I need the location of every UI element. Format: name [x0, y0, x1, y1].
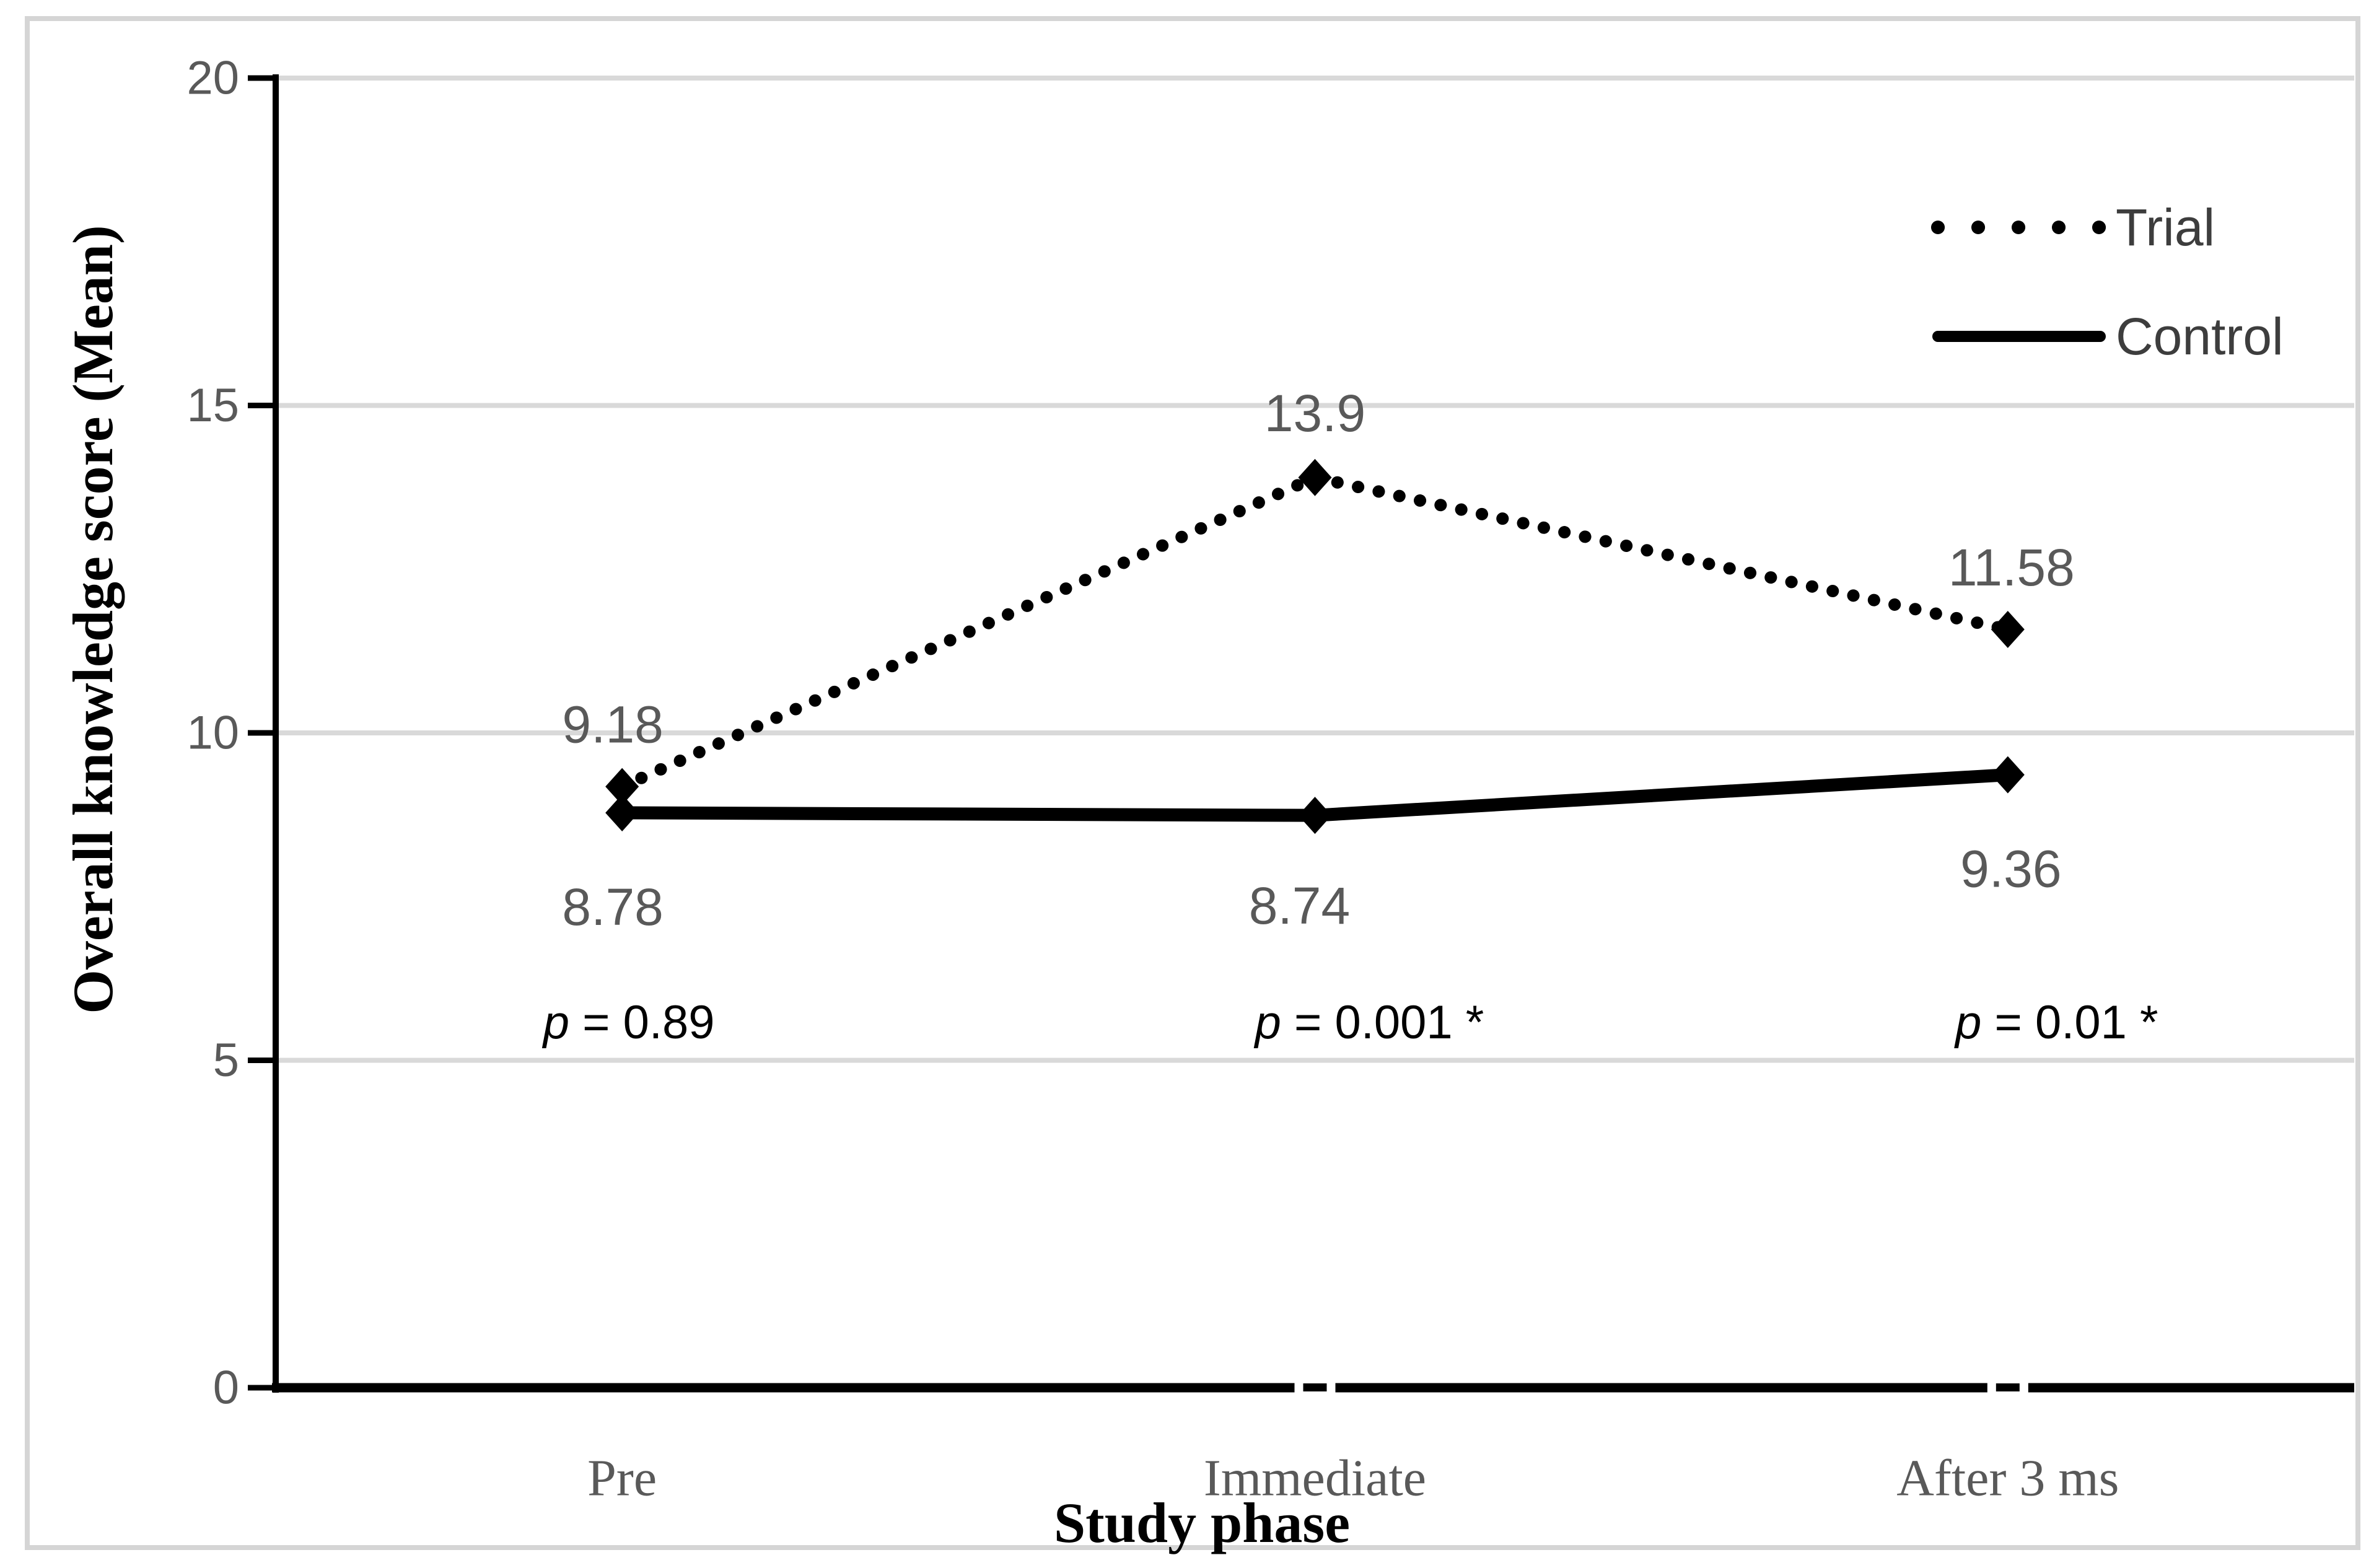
- p-value-label-1: p = 0.001 *: [1254, 996, 1484, 1049]
- trial-data-label-1: 13.9: [1264, 384, 1366, 442]
- legend-label-control: Control: [2116, 307, 2284, 366]
- y-tick-label-5: 5: [213, 1034, 239, 1087]
- trial-series-line: [616, 471, 2014, 793]
- y-tick-marks-group: [248, 75, 276, 1391]
- trial-data-label-0: 9.18: [562, 696, 664, 754]
- data-labels-group: 9.18 13.9 11.58 8.78 8.74 9.36: [562, 384, 2074, 936]
- trial-marker-immediate: [1298, 458, 1332, 496]
- legend-label-trial: Trial: [2116, 198, 2215, 256]
- y-tick-label-15: 15: [186, 379, 239, 432]
- p-value-label-0: p = 0.89: [542, 996, 715, 1049]
- x-axis-title: Study phase: [1054, 1491, 1350, 1554]
- gridlines-group: [276, 76, 2354, 1063]
- trial-marker-pre: [605, 768, 639, 805]
- control-marker-immediate: [1298, 797, 1332, 834]
- legend-group: Trial Control: [1931, 198, 2284, 366]
- category-label-after-3-ms: After 3 ms: [1896, 1450, 2119, 1507]
- y-axis-title: Overall knowledge score (Mean): [61, 225, 125, 1014]
- category-label-pre: Pre: [587, 1450, 657, 1507]
- y-tick-labels-group: 0 5 10 15 20: [186, 52, 239, 1414]
- x-axis-tick-1: [1303, 1383, 1327, 1391]
- x-axis-tick-2: [1996, 1383, 2020, 1391]
- trial-marker-after-3-ms: [1991, 610, 2025, 648]
- control-marker-after-3-ms: [1991, 756, 2025, 794]
- y-tick-label-10: 10: [186, 707, 239, 760]
- y-tick-label-0: 0: [213, 1362, 239, 1414]
- y-tick-label-20: 20: [186, 52, 239, 105]
- trial-data-label-2: 11.58: [1948, 538, 2075, 597]
- category-labels-group: Pre Immediate After 3 ms: [587, 1450, 2119, 1507]
- category-label-immediate: Immediate: [1204, 1450, 1426, 1507]
- p-value-label-2: p = 0.01 *: [1954, 996, 2158, 1049]
- markers-group: [605, 458, 2025, 834]
- figure-border: [25, 16, 2360, 1550]
- p-value-annotations-group: p = 0.89 p = 0.001 * p = 0.01 *: [542, 996, 2158, 1049]
- control-data-label-2: 9.36: [1960, 840, 2062, 898]
- control-marker-pre: [605, 794, 639, 831]
- series-group: [615, 471, 2015, 822]
- control-data-label-0: 8.78: [562, 878, 664, 936]
- control-data-label-1: 8.74: [1249, 877, 1351, 935]
